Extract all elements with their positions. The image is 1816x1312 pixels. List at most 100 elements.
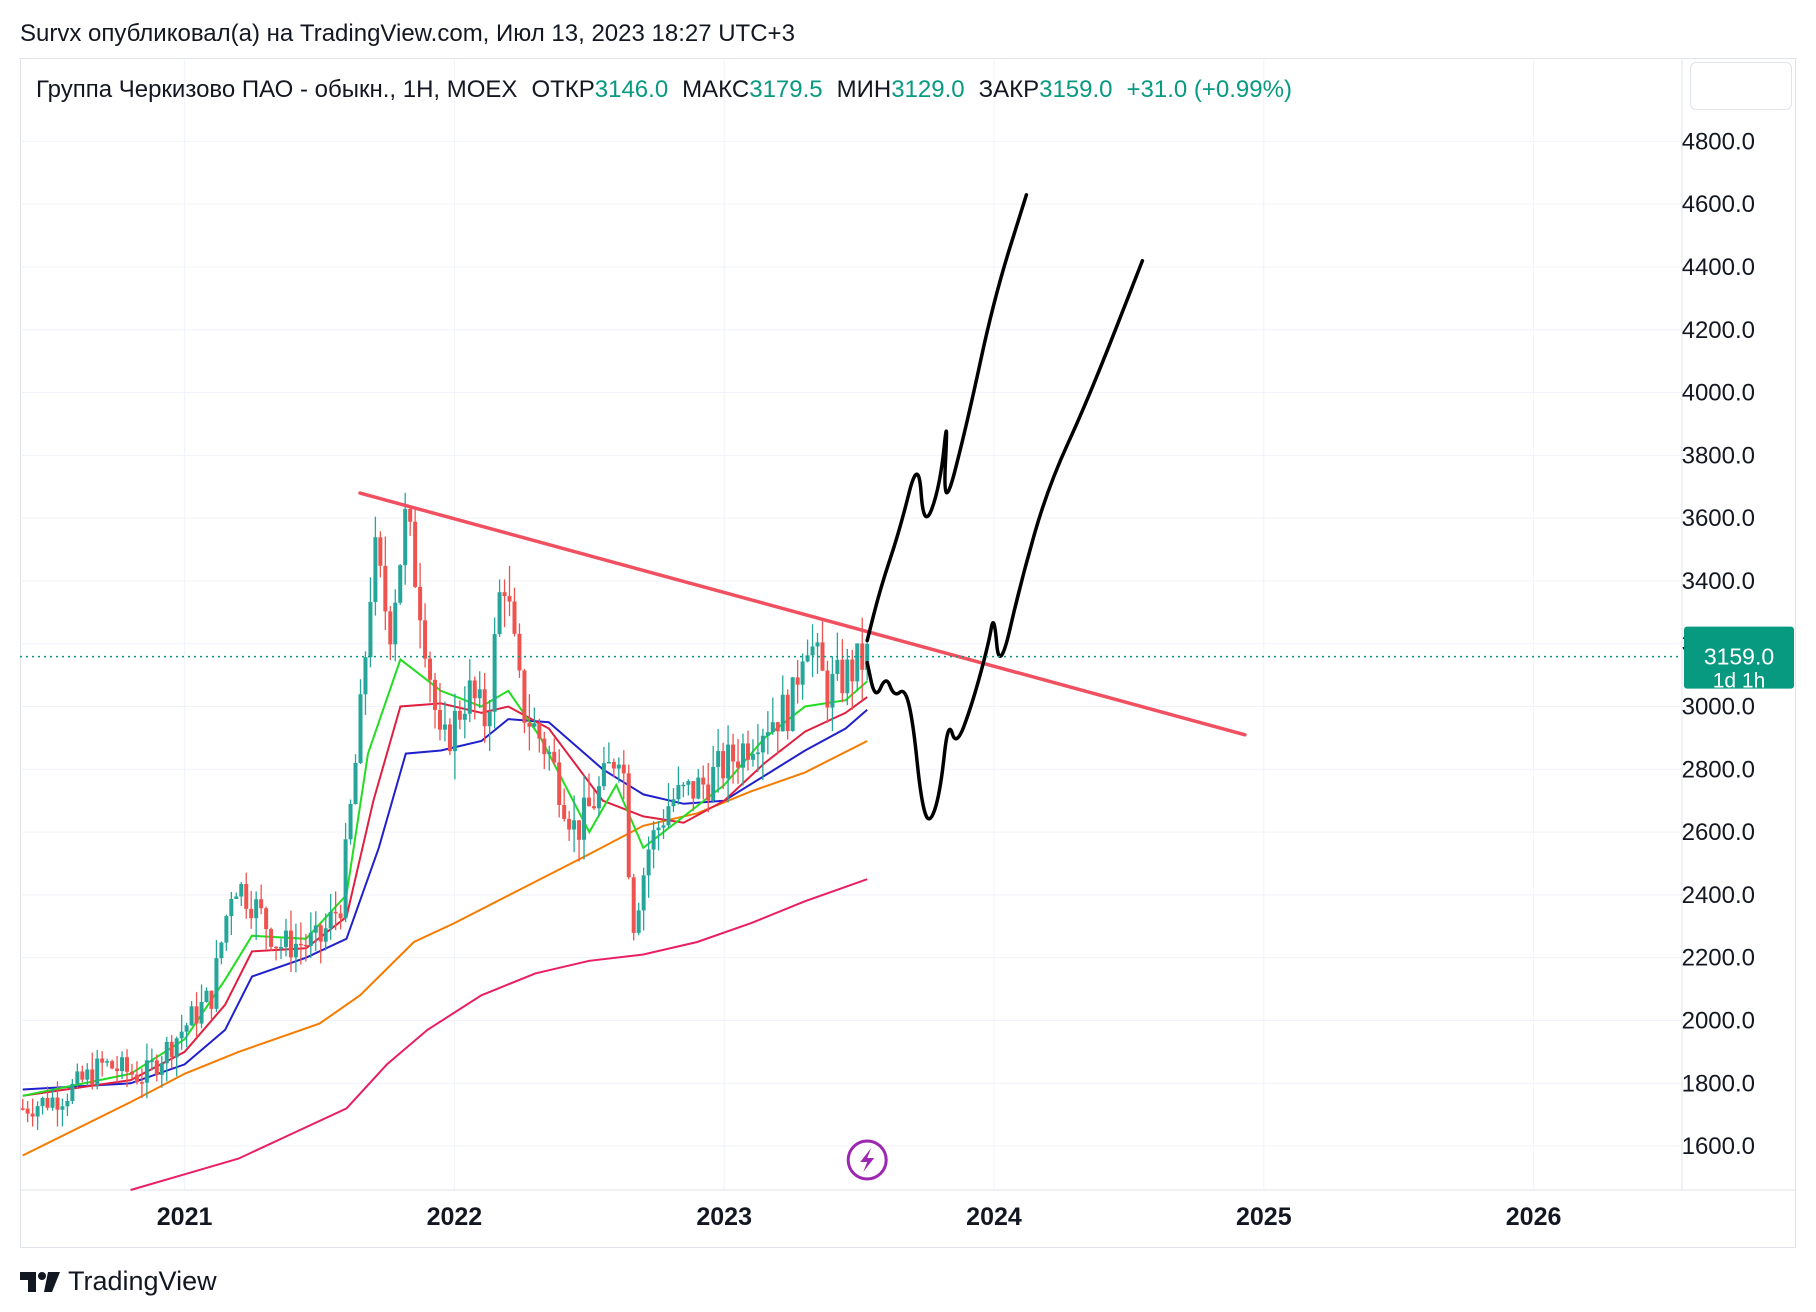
candle-body: [721, 751, 726, 779]
candle-body: [55, 1097, 60, 1110]
candle-body: [204, 990, 209, 1002]
candle-body: [616, 764, 621, 769]
candle-body: [785, 694, 790, 731]
candle-body: [661, 825, 666, 828]
candle-body: [179, 1031, 184, 1039]
candle-body: [537, 723, 542, 739]
candle-body: [601, 763, 606, 787]
y-tick-label: 4200.0: [1682, 317, 1755, 344]
candle-body: [383, 565, 388, 612]
legend-collapse-button[interactable]: [1690, 62, 1792, 110]
change-value: +31.0 (+0.99%): [1126, 76, 1292, 103]
candle-body: [825, 670, 830, 708]
open-label: ОТКР: [531, 76, 595, 103]
candle-body: [671, 799, 676, 807]
candle-body: [363, 657, 368, 695]
candle-body: [840, 659, 845, 694]
candle-body: [850, 659, 855, 682]
open-value: 3146.0: [594, 76, 669, 103]
y-tick-label: 3400.0: [1682, 568, 1755, 595]
candle-body: [572, 820, 577, 830]
candle-body: [40, 1097, 45, 1107]
candle-body: [487, 711, 492, 727]
candle-body: [711, 766, 716, 801]
candle-body: [85, 1069, 90, 1080]
candle-body: [547, 751, 552, 755]
x-tick-label: 2022: [427, 1203, 483, 1231]
candle-body: [497, 592, 502, 635]
moving-average-line: [22, 708, 868, 1091]
published-by-line: Survx опубликовал(а) на TradingView.com,…: [20, 20, 795, 47]
candle-body: [750, 754, 755, 760]
candle-body: [214, 958, 219, 1009]
candle-body: [358, 694, 363, 763]
lightning-glyph: [860, 1148, 875, 1172]
candle-body: [239, 884, 244, 897]
candle-body: [169, 1041, 174, 1058]
candle-body: [90, 1069, 95, 1086]
candle-body: [800, 661, 805, 685]
candle-body: [472, 680, 477, 699]
candle-body: [100, 1058, 105, 1063]
candle-body: [447, 724, 452, 752]
candle-body: [308, 932, 313, 946]
candle-body: [477, 689, 482, 699]
freehand-drawing[interactable]: [865, 258, 1145, 821]
x-tick-label: 2025: [1236, 1203, 1292, 1231]
candle-body: [731, 744, 736, 762]
candle-body: [621, 764, 626, 774]
candle-body: [591, 806, 596, 809]
candle-body: [348, 803, 353, 840]
candle-body: [50, 1097, 55, 1108]
candle-body: [259, 899, 264, 909]
candle-body: [408, 509, 413, 522]
candle-body: [755, 752, 760, 755]
candle-body: [467, 680, 472, 714]
candle-body: [845, 659, 850, 694]
candle-body: [482, 689, 487, 727]
y-tick-label: 3000.0: [1682, 694, 1755, 721]
candle-body: [696, 777, 701, 799]
candle-body: [780, 694, 785, 732]
tradingview-brand[interactable]: TradingView: [20, 1266, 217, 1297]
y-tick-label: 2200.0: [1682, 945, 1755, 972]
candle-body: [269, 929, 274, 947]
y-tick-label: 4600.0: [1682, 191, 1755, 218]
candle-body: [532, 723, 537, 727]
x-tick-label: 2026: [1506, 1203, 1562, 1231]
low-value: 3129.0: [891, 76, 965, 103]
candle-body: [706, 784, 711, 801]
candle-body: [437, 709, 442, 730]
candle-body: [522, 670, 527, 723]
candle-body: [224, 916, 229, 943]
candle-body: [457, 710, 462, 720]
candle-body: [587, 797, 592, 807]
candle-body: [149, 1060, 154, 1062]
candle-body: [333, 911, 338, 914]
candle-body: [681, 784, 686, 787]
candle-body: [115, 1068, 120, 1072]
candle-body: [25, 1108, 30, 1114]
candle-body: [562, 804, 567, 819]
candle-body: [631, 877, 636, 933]
candle-body: [736, 761, 741, 768]
candle-body: [606, 761, 611, 764]
candle-body: [691, 781, 696, 799]
candle-body: [65, 1100, 70, 1107]
candle-body: [45, 1097, 50, 1108]
candle-body: [219, 942, 224, 959]
candle-body: [765, 732, 770, 736]
y-tick-label: 1600.0: [1682, 1133, 1755, 1160]
freehand-drawing[interactable]: [865, 193, 1029, 643]
candle-body: [30, 1113, 35, 1117]
tradingview-brand-label: TradingView: [68, 1266, 217, 1296]
candle-body: [323, 928, 328, 942]
candle-body: [159, 1063, 164, 1075]
candle-body: [636, 910, 641, 933]
candle-body: [567, 818, 572, 830]
candle-body: [726, 744, 731, 779]
trendline[interactable]: [358, 491, 1247, 737]
candle-body: [775, 722, 780, 732]
candle-body: [338, 913, 343, 919]
